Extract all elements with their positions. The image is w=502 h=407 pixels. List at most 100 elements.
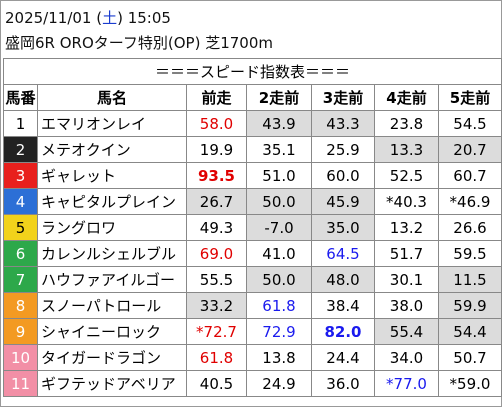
horse-row: 10 タイガードラゴン 61.8 13.8 24.4 34.0 50.7	[3, 344, 502, 371]
column-header: 3走前	[311, 84, 375, 111]
speed-index: 13.8	[246, 344, 312, 371]
speed-index: *59.0	[437, 370, 502, 397]
column-header: 2走前	[246, 84, 312, 111]
speed-index: 59.5	[437, 240, 502, 267]
speed-index: 60.7	[437, 162, 502, 189]
horse-number: 9	[3, 318, 38, 345]
race: 盛岡6R OROターフ特別(OP) 芝1700m	[5, 34, 273, 52]
speed-index: *77.0	[374, 370, 439, 397]
speed-index: 59.9	[437, 292, 502, 319]
horse-name: タイガードラゴン	[37, 344, 187, 371]
horse-row: 3 ギャレット 93.5 51.0 60.0 52.5 60.7	[3, 162, 502, 189]
speed-index: 58.0	[186, 110, 247, 137]
speed-index: 48.0	[311, 266, 375, 293]
speed-index: 49.3	[186, 214, 247, 241]
horse-name: ラングロワ	[37, 214, 187, 241]
speed-index: 82.0	[311, 318, 375, 345]
horse-row: 9 シャイニーロック *72.7 72.9 82.0 55.4 54.4	[3, 318, 502, 345]
horse-row: 7 ハウファアイルゴー 55.5 50.0 48.0 30.1 11.5	[3, 266, 502, 293]
speed-index: 36.0	[311, 370, 375, 397]
speed-index: 26.7	[186, 188, 247, 215]
horse-name: メテオクイン	[37, 136, 187, 163]
column-header: 5走前	[437, 84, 502, 111]
speed-index: 50.0	[246, 266, 312, 293]
speed-index: 41.0	[246, 240, 312, 267]
horse-number: 6	[3, 240, 38, 267]
speed-index: 55.5	[186, 266, 247, 293]
speed-index: 11.5	[437, 266, 502, 293]
speed-index: *40.3	[374, 188, 439, 215]
column-header: 馬番	[3, 84, 38, 111]
speed-index: 33.2	[186, 292, 247, 319]
horse-name: シャイニーロック	[37, 318, 187, 345]
horse-number: 3	[3, 162, 38, 189]
speed-index: 50.7	[437, 344, 502, 371]
speed-index: 52.5	[374, 162, 439, 189]
horse-row: 8 スノーパトロール 33.2 61.8 38.4 38.0 59.9	[3, 292, 502, 319]
horse-row: 11 ギフテッドアベリア 40.5 24.9 36.0 *77.0 *59.0	[3, 370, 502, 397]
speed-index: *72.7	[186, 318, 247, 345]
speed-index: 51.0	[246, 162, 312, 189]
horse-number: 7	[3, 266, 38, 293]
speed-index: 13.3	[374, 136, 439, 163]
horse-number: 5	[3, 214, 38, 241]
speed-index: 35.1	[246, 136, 312, 163]
speed-table: ＝＝＝スピード指数表＝＝＝ 馬番 馬名 前走 2走前 3走前 4走前 5走前 1 エマリオンレ…	[2, 58, 502, 397]
horse-name: ギフテッドアベリア	[37, 370, 187, 397]
speed-index: *46.9	[437, 188, 502, 215]
speed-index: 54.5	[437, 110, 502, 137]
speed-index: 60.0	[311, 162, 375, 189]
horse-name: エマリオンレイ	[37, 110, 187, 137]
speed-index: 35.0	[311, 214, 375, 241]
horse-number: 1	[3, 110, 38, 137]
horse-row: 4 キャピタルプレイン 26.7 50.0 45.9 *40.3 *46.9	[3, 188, 502, 215]
speed-index: 20.7	[437, 136, 502, 163]
speed-index: 23.8	[374, 110, 439, 137]
horse-number: 10	[3, 344, 38, 371]
speed-index: 54.4	[437, 318, 502, 345]
time: ) 15:05	[117, 9, 171, 27]
speed-index: 24.4	[311, 344, 375, 371]
speed-index: 38.4	[311, 292, 375, 319]
speed-index: 69.0	[186, 240, 247, 267]
horse-name: ハウファアイルゴー	[37, 266, 187, 293]
speed-index: 26.6	[437, 214, 502, 241]
column-header: 馬名	[37, 84, 187, 111]
speed-index: 45.9	[311, 188, 375, 215]
horse-name: カレンルシェルブル	[37, 240, 187, 267]
speed-index: 24.9	[246, 370, 312, 397]
speed-index: 13.2	[374, 214, 439, 241]
horse-number: 2	[3, 136, 38, 163]
horse-name: キャピタルプレイン	[37, 188, 187, 215]
date: 2025/11/01 (	[5, 9, 103, 27]
datetime: 2025/11/01 (土) 15:05	[5, 7, 171, 28]
horse-name: スノーパトロール	[37, 292, 187, 319]
table-title: ＝＝＝スピード指数表＝＝＝	[2, 58, 502, 85]
table-body: 1 エマリオンレイ 58.0 43.9 43.3 23.8 54.5 2 メテオクイン 19.9 3…	[3, 110, 502, 397]
speed-index: 64.5	[311, 240, 375, 267]
horse-number: 4	[3, 188, 38, 215]
horse-number: 8	[3, 292, 38, 319]
speed-index: 30.1	[374, 266, 439, 293]
speed-index: 34.0	[374, 344, 439, 371]
speed-index: 55.4	[374, 318, 439, 345]
speed-index: 72.9	[246, 318, 312, 345]
speed-index: 43.9	[246, 110, 312, 137]
speed-index: 61.8	[186, 344, 247, 371]
column-header: 4走前	[374, 84, 439, 111]
weekday: 土	[102, 9, 118, 27]
speed-index: 19.9	[186, 136, 247, 163]
speed-index: -7.0	[246, 214, 312, 241]
horse-row: 2 メテオクイン 19.9 35.1 25.9 13.3 20.7	[3, 136, 502, 163]
speed-index: 38.0	[374, 292, 439, 319]
speed-index: 93.5	[186, 162, 247, 189]
speed-index: 40.5	[186, 370, 247, 397]
speed-index: 51.7	[374, 240, 439, 267]
horse-row: 6 カレンルシェルブル 69.0 41.0 64.5 51.7 59.5	[3, 240, 502, 267]
horse-name: ギャレット	[37, 162, 187, 189]
header-row: 馬番 馬名 前走 2走前 3走前 4走前 5走前	[3, 84, 502, 111]
speed-index: 61.8	[246, 292, 312, 319]
horse-row: 5 ラングロワ 49.3 -7.0 35.0 13.2 26.6	[3, 214, 502, 241]
